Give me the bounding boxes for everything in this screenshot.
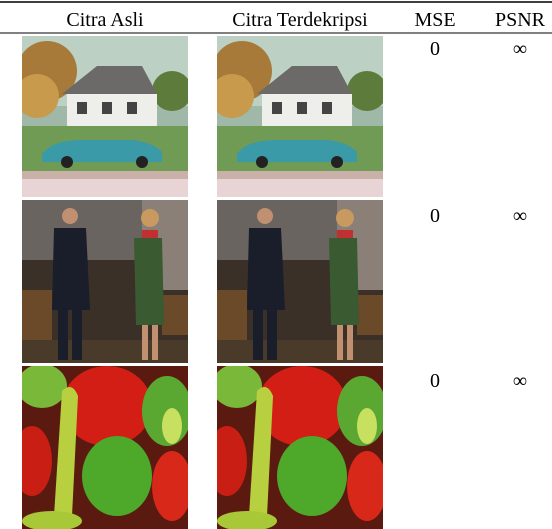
psnr-cell: ∞ <box>513 370 527 392</box>
header-cell: MSE <box>414 9 455 31</box>
image-original <box>22 366 188 529</box>
header-cell: Citra Terdekripsi <box>232 9 368 31</box>
header-cell: Citra Asli <box>66 9 144 31</box>
mse-cell: 0 <box>430 370 440 392</box>
mse-cell: 0 <box>430 38 440 60</box>
image-decrypted <box>217 36 383 197</box>
image-original <box>22 36 188 197</box>
image-decrypted <box>217 200 383 363</box>
mse-cell: 0 <box>430 205 440 227</box>
image-decrypted <box>217 366 383 529</box>
image-original <box>22 200 188 363</box>
psnr-cell: ∞ <box>513 38 527 60</box>
psnr-cell: ∞ <box>513 205 527 227</box>
header-cell: PSNR <box>495 9 546 31</box>
